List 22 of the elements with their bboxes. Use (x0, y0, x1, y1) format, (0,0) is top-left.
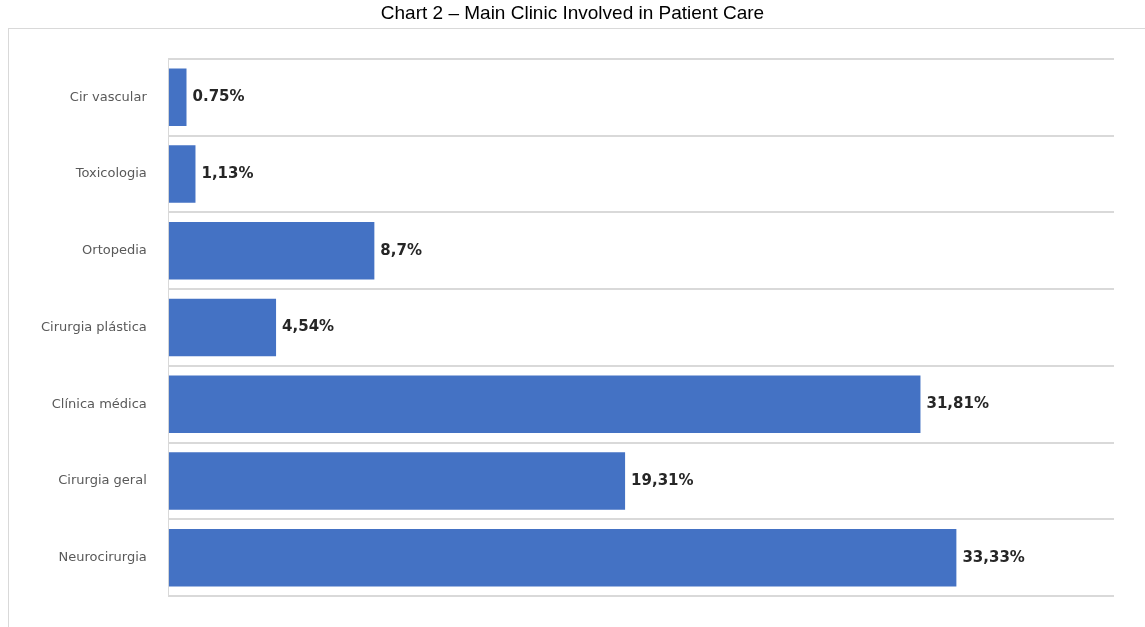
bar (168, 375, 921, 434)
y-tick-label: Clínica médica (51, 395, 147, 411)
bar (168, 529, 957, 587)
data-label: 4,54% (282, 317, 335, 336)
data-label: 1,13% (201, 163, 254, 182)
chart-title: Chart 2 – Main Clinic Involved in Patient Care (379, 1, 766, 25)
data-label: 0.75% (192, 87, 245, 106)
y-tick-label: Cirurgia plástica (41, 318, 147, 334)
bar (168, 145, 196, 203)
data-label: 31,81% (926, 394, 989, 413)
y-tick-label: Cir vascular (69, 88, 148, 104)
y-tick-label: Cirurgia geral (58, 472, 147, 488)
y-tick-label: Toxicologia (74, 165, 147, 181)
bar (168, 452, 626, 510)
data-label: 8,7% (380, 240, 422, 259)
y-tick-label: Neurocirurgia (58, 549, 147, 565)
data-label: 33,33% (962, 547, 1025, 566)
bar (168, 298, 277, 357)
y-tick-label: Ortopedia (82, 242, 147, 258)
bar (168, 221, 375, 280)
bar (168, 68, 187, 126)
data-label: 19,31% (631, 470, 694, 489)
